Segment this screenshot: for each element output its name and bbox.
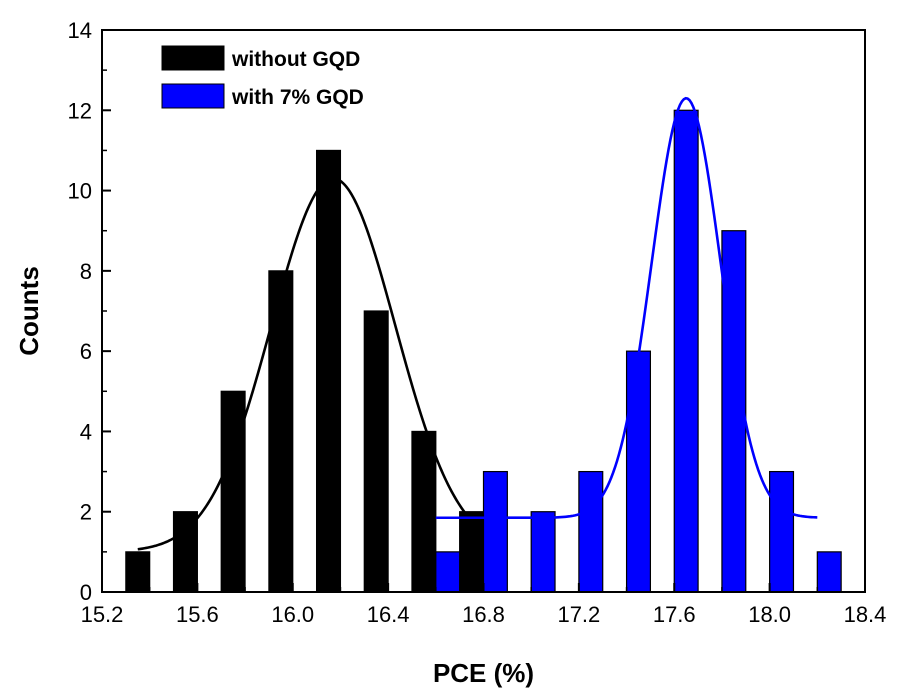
- y-tick-label: 8: [80, 259, 92, 284]
- y-tick-label: 14: [68, 18, 92, 43]
- x-tick-label: 18.0: [748, 602, 791, 627]
- bar-series-0-2: [220, 390, 246, 593]
- bar-series-0-0: [125, 551, 151, 593]
- bar-series-1-0: [435, 551, 461, 593]
- x-tick-label: 17.2: [557, 602, 600, 627]
- bar-series-1-4: [625, 350, 652, 593]
- bar-series-0-4: [315, 149, 342, 593]
- plot-frame: [101, 29, 866, 593]
- bar-series-1-3: [578, 470, 604, 593]
- plot-area: [101, 29, 866, 593]
- y-tick-label: 4: [80, 419, 92, 444]
- bar-series-1-5: [673, 109, 699, 593]
- x-tick-label: 15.6: [176, 602, 219, 627]
- y-tick-label: 12: [68, 98, 92, 123]
- fit-curve-series-0: [137, 177, 473, 551]
- bar-series-1-7: [769, 470, 795, 593]
- bar-series-1-8: [816, 551, 842, 593]
- x-tick-label: 15.2: [81, 602, 124, 627]
- legend-swatch-without-gqd: [161, 45, 225, 71]
- bar-series-1-2: [530, 511, 556, 593]
- legend-label-without-gqd: without GQD: [231, 48, 360, 71]
- x-axis-title: PCE (%): [433, 658, 534, 688]
- bar-series-1-1: [482, 470, 508, 593]
- y-axis-title: Counts: [14, 266, 44, 356]
- x-tick-label: 16.8: [462, 602, 505, 627]
- bar-series-0-5: [363, 310, 389, 593]
- y-tick-label: 2: [80, 500, 92, 525]
- legend: without GQD with 7% GQD: [161, 45, 364, 109]
- x-tick-label: 16.0: [271, 602, 314, 627]
- bars-layer: [125, 109, 842, 593]
- fit-curve-series-1: [435, 96, 818, 520]
- legend-swatch-with-gqd: [161, 83, 225, 109]
- legend-label-with-gqd: with 7% GQD: [231, 86, 364, 109]
- bar-series-0-6: [411, 430, 437, 593]
- x-tick-label: 18.4: [844, 602, 887, 627]
- y-tick-label: 0: [80, 580, 92, 605]
- x-tick-label: 17.6: [653, 602, 696, 627]
- tick-labels-layer: 15.2 15.6 16.0 16.4 16.8 17.2 17.6 18.0 18.4 0 2 4 6…: [68, 18, 887, 627]
- y-tick-label: 10: [68, 179, 92, 204]
- bar-series-0-7: [459, 511, 485, 593]
- x-tick-label: 16.4: [367, 602, 410, 627]
- y-tick-label: 6: [80, 339, 92, 364]
- fit-curves-layer: [137, 96, 818, 551]
